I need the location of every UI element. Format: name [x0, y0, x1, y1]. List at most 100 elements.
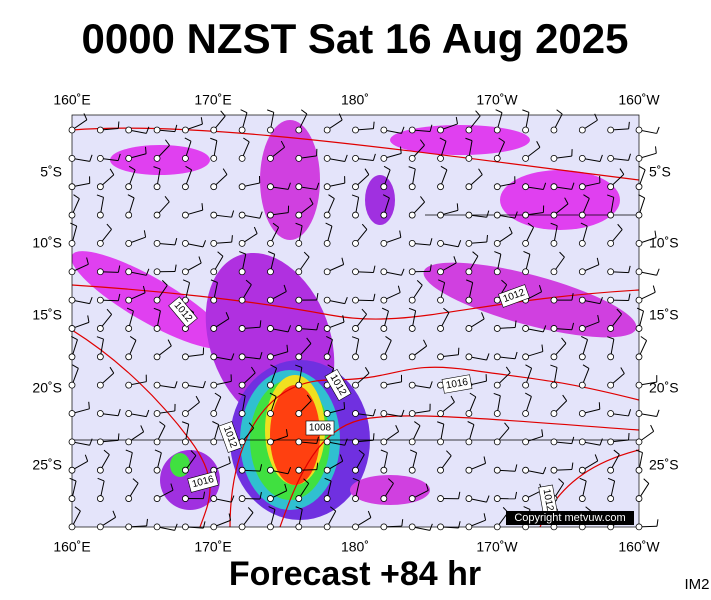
barb-feather	[243, 137, 250, 143]
rain-area	[500, 170, 620, 230]
barb-feather	[472, 251, 479, 257]
station	[238, 325, 246, 332]
barb-feather	[70, 222, 77, 227]
station	[153, 268, 161, 276]
station	[550, 381, 558, 389]
station	[295, 438, 303, 446]
barb-feather	[571, 462, 574, 470]
left-label: 20˚S	[32, 380, 62, 396]
station	[181, 126, 189, 134]
barb-feather	[414, 421, 421, 427]
barb-feather	[542, 182, 547, 190]
station	[522, 268, 529, 276]
barb-feather	[268, 251, 275, 255]
station	[125, 466, 133, 474]
station	[68, 183, 76, 191]
barb-feather	[352, 477, 360, 482]
barb-feather	[656, 409, 660, 417]
station	[125, 211, 133, 219]
barb-feather	[465, 137, 473, 142]
station	[352, 296, 359, 304]
barb-feather	[269, 392, 277, 397]
station	[295, 239, 303, 247]
barb-feather	[367, 510, 372, 518]
station	[635, 495, 643, 502]
barb-feather	[561, 337, 567, 344]
station	[68, 268, 76, 276]
isobar-label: 1012	[218, 421, 242, 453]
bottom-label: 180˚	[341, 539, 369, 555]
station	[635, 296, 643, 304]
barb-feather	[514, 320, 517, 328]
barb-feather	[153, 166, 161, 170]
barb-feather	[594, 113, 598, 121]
isobar	[229, 366, 639, 527]
station	[380, 211, 388, 219]
station	[352, 523, 359, 531]
barb-feather	[201, 203, 204, 211]
station	[210, 523, 218, 531]
station	[380, 381, 388, 389]
station	[437, 438, 444, 446]
barb-feather	[328, 194, 335, 199]
barb-feather	[303, 251, 310, 258]
barb-feather	[132, 478, 139, 484]
barb-feather	[239, 251, 246, 255]
isobar-label-text: 1008	[309, 423, 332, 434]
barb-feather	[596, 257, 600, 265]
station	[267, 126, 274, 134]
station	[238, 154, 246, 162]
station	[607, 353, 615, 361]
station	[578, 410, 586, 417]
station	[238, 126, 246, 134]
isobar-label-box	[218, 421, 242, 453]
station	[181, 410, 189, 417]
barb-feather	[309, 197, 314, 205]
barb-feather	[128, 165, 136, 171]
barb-feather	[341, 257, 345, 265]
barb-feather	[303, 478, 310, 484]
barb-feather	[325, 222, 333, 227]
station	[267, 154, 274, 162]
station	[96, 268, 104, 276]
barb-feather	[440, 165, 448, 171]
copyright: Copyright metvuw.com	[514, 512, 625, 524]
barb-feather	[287, 467, 292, 474]
top-label: 160˚E	[53, 92, 90, 108]
station	[493, 154, 501, 162]
station	[635, 523, 643, 531]
station	[96, 523, 104, 531]
barb-feather	[458, 491, 461, 499]
station	[238, 183, 246, 191]
isobar	[279, 415, 639, 527]
barb-feather	[74, 506, 81, 512]
station	[635, 466, 643, 474]
top-label: 170˚W	[476, 92, 518, 108]
barb-feather	[306, 394, 312, 401]
barb-feather	[467, 421, 475, 426]
station	[267, 211, 274, 219]
station	[578, 466, 586, 474]
barb-feather	[429, 124, 433, 132]
barb-feather	[559, 251, 565, 258]
station	[380, 353, 388, 361]
station	[607, 211, 615, 219]
station	[550, 438, 558, 446]
barb-feather	[635, 449, 643, 454]
station	[437, 495, 444, 502]
station	[352, 126, 359, 134]
barb-feather	[571, 182, 575, 190]
barb-feather	[202, 521, 206, 529]
station	[153, 296, 161, 304]
station	[550, 154, 558, 162]
station	[550, 410, 558, 417]
station	[153, 239, 161, 247]
station	[607, 438, 615, 446]
barb-feather	[267, 109, 274, 113]
station	[125, 239, 133, 247]
barb-feather	[372, 265, 376, 273]
barb-feather	[344, 154, 348, 162]
station	[323, 211, 331, 219]
station	[578, 495, 586, 502]
barb-feather	[429, 523, 433, 531]
